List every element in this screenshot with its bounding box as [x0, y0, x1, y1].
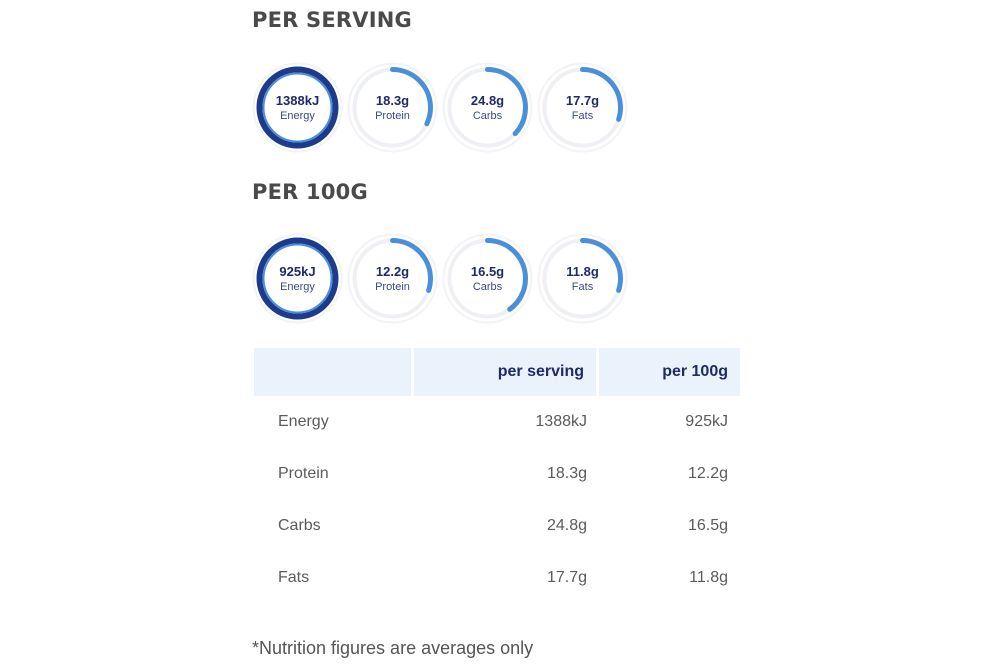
ring-label: Carbs	[472, 280, 503, 293]
per-serving-title: PER SERVING	[252, 8, 412, 32]
progress-ring-icon	[252, 62, 343, 153]
row-per-100g: 12.2g	[687, 465, 728, 482]
ring-progress-arc	[447, 67, 528, 148]
nutrition-footnote: *Nutrition figures are averages only	[252, 638, 534, 658]
nutrient-ring-protein: 12.2g Protein	[345, 231, 440, 326]
ring-progress-arc	[256, 237, 339, 320]
ring-value: 24.8g	[470, 92, 505, 108]
ring-label: Fats	[571, 280, 594, 293]
progress-ring-icon	[442, 233, 533, 324]
ring-label: Protein	[375, 109, 410, 122]
table-row: Protein 18.3g 12.2g	[254, 448, 740, 500]
row-per-100g: 16.5g	[687, 517, 728, 534]
table-header-per-100g: per 100g	[599, 348, 740, 396]
progress-ring-icon	[252, 233, 343, 324]
ring-value: 11.8g	[566, 263, 599, 279]
ring-progress-arc	[352, 238, 433, 319]
per-100g-title: PER 100G	[252, 180, 368, 204]
ring-label: Carbs	[472, 109, 503, 122]
nutrient-ring-carbs: 16.5g Carbs	[440, 231, 535, 326]
ring-label: Protein	[375, 280, 410, 293]
ring-value: 18.3g	[375, 92, 410, 108]
ring-label: Fats	[571, 109, 594, 122]
table-header-blank	[254, 348, 411, 396]
ring-progress-arc	[256, 66, 339, 149]
table-row: Energy 1388kJ 925kJ	[254, 396, 740, 448]
row-per-serving: 18.3g	[546, 465, 587, 482]
ring-value: 925kJ	[279, 263, 316, 279]
ring-value: 12.2g	[375, 263, 410, 279]
nutrient-ring-protein: 18.3g Protein	[345, 60, 440, 155]
progress-ring-icon	[537, 62, 628, 153]
table-row: Carbs 24.8g 16.5g	[254, 500, 740, 552]
ring-progress-arc	[542, 238, 623, 319]
ring-value: 17.7g	[565, 92, 600, 108]
progress-ring-icon	[537, 233, 628, 324]
row-per-100g: 925kJ	[685, 413, 728, 430]
table-header-row: per serving per 100g	[254, 348, 740, 396]
nutrient-ring-carbs: 24.8g Carbs	[440, 60, 535, 155]
row-per-100g: 11.8g	[689, 569, 728, 586]
nutrient-ring-fats: 11.8g Fats	[535, 231, 630, 326]
nutrient-ring-fats: 17.7g Fats	[535, 60, 630, 155]
nutrition-table: per serving per 100g Energy 1388kJ 925kJ…	[254, 348, 740, 604]
per-100g-rings: 925kJ Energy 12.2g Protein 16.5g Carbs 11.8g Fa…	[250, 231, 630, 326]
per-serving-rings: 1388kJ Energy 18.3g Protein 24.8g Carbs 17.7g F…	[250, 60, 630, 155]
ring-value: 16.5g	[470, 263, 505, 279]
row-per-serving: 17.7g	[546, 569, 587, 586]
table-header-per-serving: per serving	[411, 348, 599, 396]
ring-progress-arc	[352, 67, 433, 148]
progress-ring-icon	[347, 62, 438, 153]
table-row: Fats 17.7g 11.8g	[254, 552, 740, 604]
progress-ring-icon	[442, 62, 533, 153]
row-name: Carbs	[278, 517, 321, 534]
ring-progress-arc	[447, 238, 528, 319]
ring-progress-arc	[542, 67, 623, 148]
progress-ring-icon	[347, 233, 438, 324]
row-name: Protein	[278, 465, 329, 482]
row-name: Fats	[278, 569, 310, 586]
ring-label: Energy	[280, 109, 315, 122]
row-per-serving: 24.8g	[546, 517, 587, 534]
nutrient-ring-energy: 1388kJ Energy	[250, 60, 345, 155]
row-per-serving: 1388kJ	[535, 413, 587, 430]
ring-label: Energy	[280, 280, 315, 293]
ring-value: 1388kJ	[275, 92, 320, 108]
row-name: Energy	[278, 413, 329, 430]
nutrient-ring-energy: 925kJ Energy	[250, 231, 345, 326]
